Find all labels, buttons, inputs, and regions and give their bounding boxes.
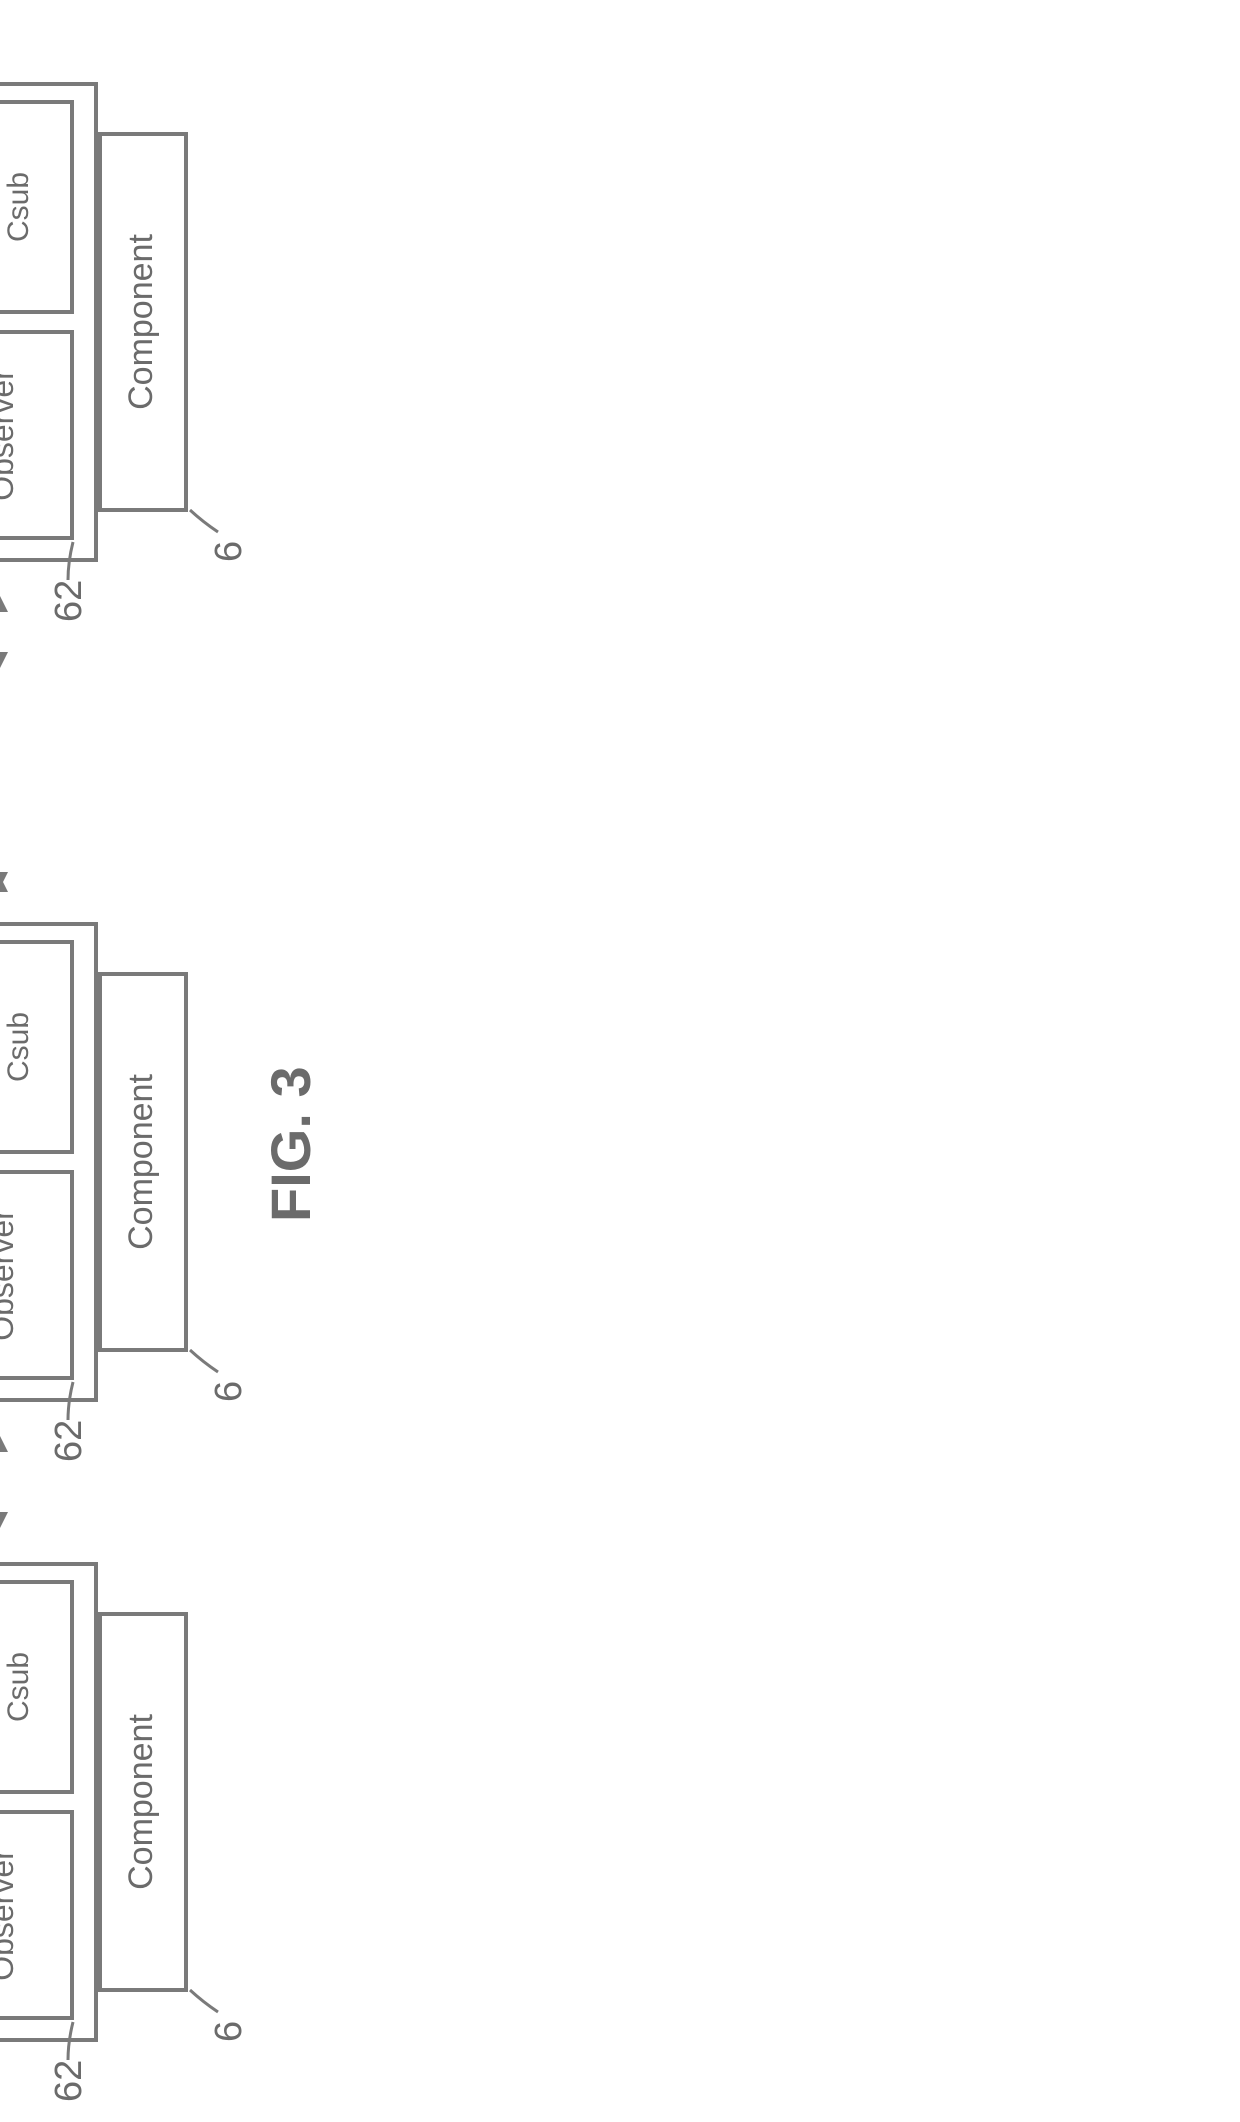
resilience-manager-box-1: Resilience Manager Observer Sub-Contract… xyxy=(0,1562,98,2042)
ref-62-3: 62 xyxy=(48,580,91,622)
component-label-1: Component xyxy=(122,1612,161,1992)
figure-caption: FIG. 3 xyxy=(258,1066,323,1222)
ref-6-3: 6 xyxy=(208,541,251,562)
observer-label-3: Observer xyxy=(0,330,21,540)
subcontract-l2-1: Csub xyxy=(2,1580,36,1794)
subcontract-l2-2: Csub xyxy=(2,940,36,1154)
observer-label-2: Observer xyxy=(0,1170,21,1380)
component-label-3: Component xyxy=(122,132,161,512)
ref-6-1: 6 xyxy=(208,2021,251,2042)
ref-62-1: 62 xyxy=(48,2060,91,2102)
resilience-manager-box-3: Resilience Manager Observer Sub-Contract… xyxy=(0,82,98,562)
ref-6-2: 6 xyxy=(208,1381,251,1402)
resilience-manager-box-2: Resilience Manager Observer Sub-Contract… xyxy=(0,922,98,1402)
diagram-stage: 4 Managing Unit Root Resilience Manager … xyxy=(0,0,358,2122)
ref-62-2: 62 xyxy=(48,1420,91,1462)
subcontract-l2-3: Csub xyxy=(2,100,36,314)
observer-label-1: Observer xyxy=(0,1810,21,2020)
component-label-2: Component xyxy=(122,972,161,1352)
